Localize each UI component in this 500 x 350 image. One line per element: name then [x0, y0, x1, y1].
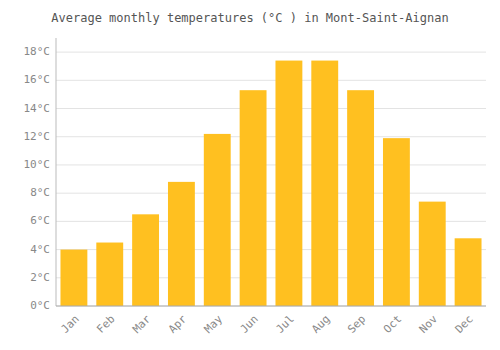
title: Average monthly temperatures (°C ) in Mo…: [51, 11, 448, 25]
y-tick-label: 16°C: [24, 73, 51, 86]
bar: [311, 61, 338, 306]
x-axis: Jan Feb Mar Apr May Jun Jul Aug Sep Oct Nov Dec: [58, 312, 475, 336]
y-tick-label: 8°C: [30, 186, 50, 199]
x-tick-label: Jul: [273, 313, 296, 336]
bar: [455, 238, 482, 306]
y-axis: 0°C 2°C 4°C 6°C 8°C 10°C 12°C 14°C 16°C 18°C: [24, 45, 51, 312]
grid-line: [56, 193, 486, 194]
y-tick-label: 14°C: [24, 102, 51, 115]
grid-line: [56, 164, 486, 165]
x-tick-label: Jan: [58, 313, 81, 336]
x-axis-line: [56, 306, 486, 307]
bar: [419, 202, 446, 306]
grid-line: [56, 80, 486, 81]
y-axis-line: [56, 38, 57, 306]
grid-line: [56, 136, 486, 137]
y-tick-label: 6°C: [30, 214, 50, 227]
x-tick-label: Nov: [417, 312, 441, 336]
x-tick-label: Dec: [453, 313, 476, 336]
grid-line: [56, 52, 486, 53]
grid: [56, 52, 486, 306]
grid-line: [56, 108, 486, 109]
y-tick-label: 2°C: [30, 271, 50, 284]
bars: [60, 61, 481, 306]
bar: [275, 61, 302, 306]
y-tick-label: 4°C: [30, 243, 50, 256]
x-tick-label: Aug: [309, 313, 332, 336]
y-tick-label: 18°C: [24, 45, 51, 58]
bar: [240, 90, 267, 306]
grid-line: [56, 306, 486, 307]
y-tick-label: 0°C: [30, 299, 50, 312]
x-tick-label: May: [202, 312, 226, 336]
x-tick-label: Sep: [345, 313, 368, 336]
x-tick-label: Mar: [130, 312, 154, 336]
bar: [96, 243, 123, 306]
x-tick-label: Oct: [381, 313, 404, 336]
bar: [383, 138, 410, 306]
x-tick-label: Jun: [238, 313, 261, 336]
y-tick-label: 10°C: [24, 158, 51, 171]
bar: [60, 250, 87, 306]
y-tick-label: 12°C: [24, 130, 51, 143]
bar: [132, 214, 159, 306]
chart: 0°C 2°C 4°C 6°C 8°C 10°C 12°C 14°C 16°C 18°C Jan Fe…: [0, 0, 500, 350]
x-tick-label: Feb: [94, 313, 117, 336]
bar: [168, 182, 195, 306]
x-tick-label: Apr: [166, 312, 190, 336]
bar: [204, 134, 231, 306]
bar: [347, 90, 374, 306]
